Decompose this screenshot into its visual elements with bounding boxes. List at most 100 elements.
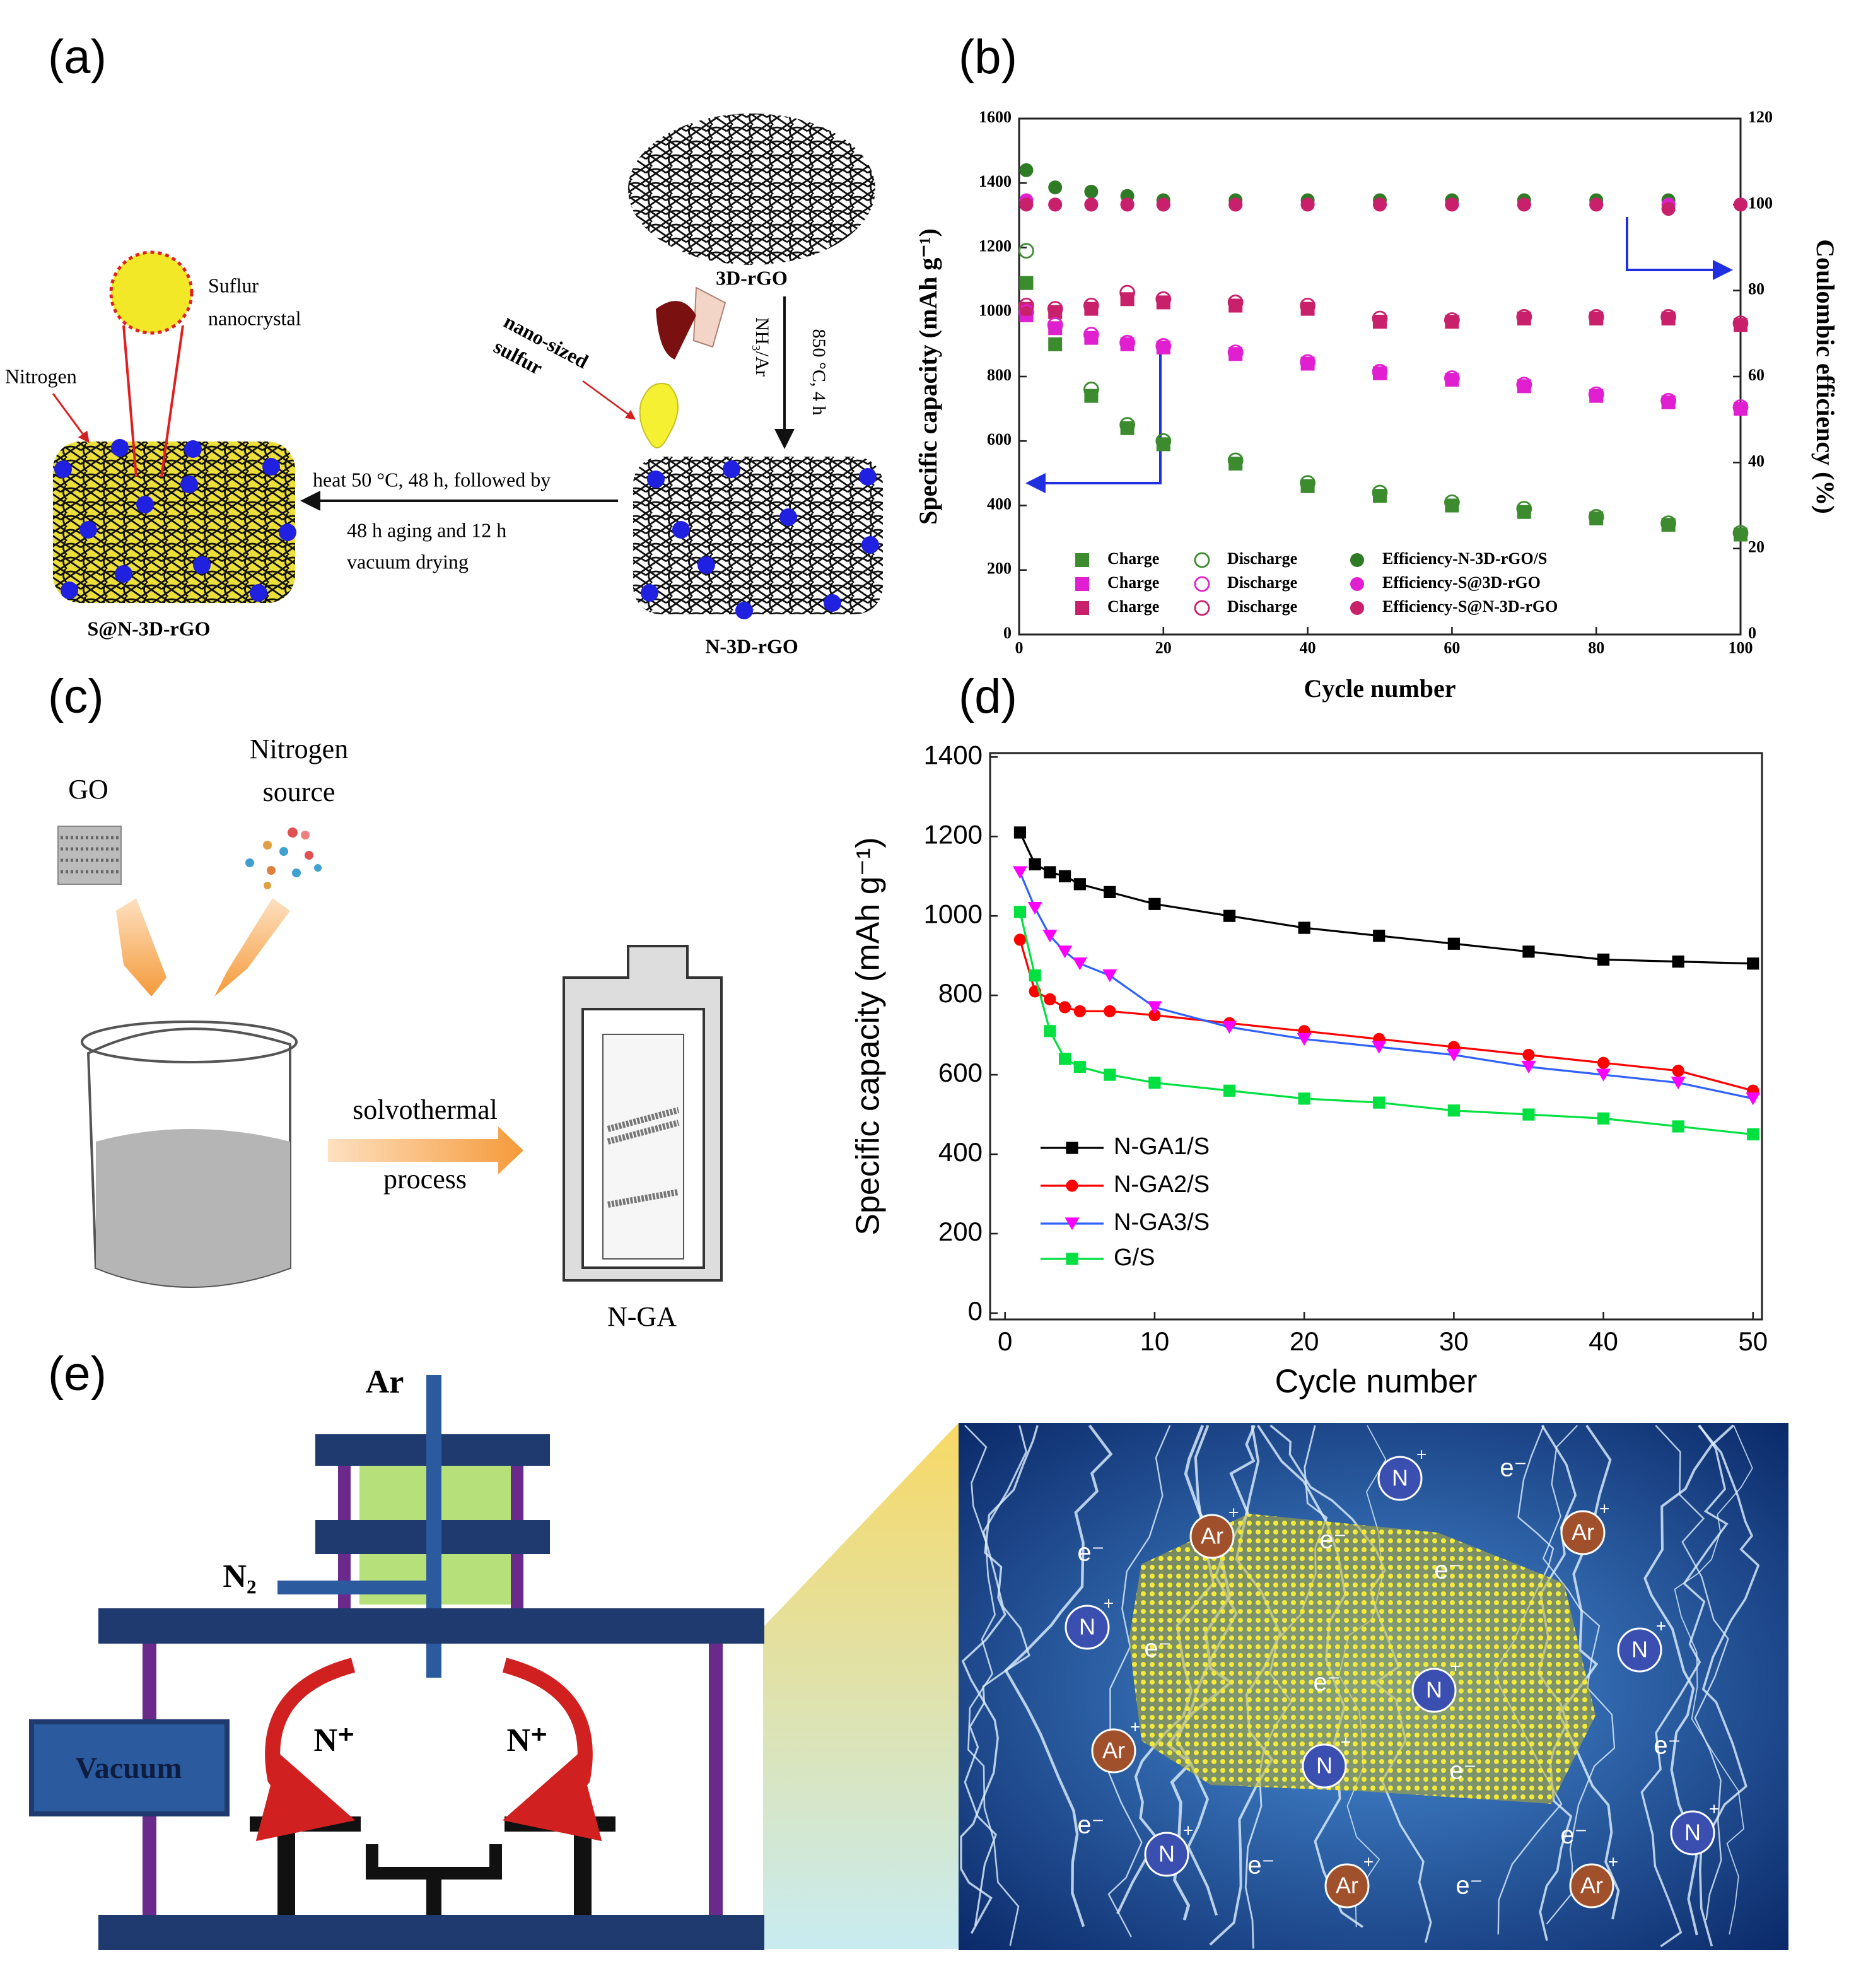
nitrogen-dot (79, 521, 97, 539)
flow-arrow (214, 898, 290, 997)
y-tick-label: 800 (938, 978, 983, 1008)
x-tick-label: 60 (1444, 638, 1460, 657)
legend-label: Charge (1107, 573, 1159, 592)
legend-label: G/S (1114, 1244, 1155, 1271)
data-point (1596, 1068, 1611, 1082)
y-axis-title: Specific capacity (mAh g⁻¹) (914, 228, 942, 525)
condition-label: NH₃/Ar (752, 317, 773, 377)
legend-label: Efficiency-N-3D-rGO/S (1382, 549, 1547, 568)
legend-label: Efficiency-S@N-3D-rGO (1382, 597, 1558, 616)
data-point (1373, 930, 1386, 942)
data-point (1072, 957, 1087, 971)
data-point (1372, 1041, 1387, 1054)
data-point (1597, 1112, 1610, 1125)
electron-label: e⁻ (1313, 1669, 1340, 1697)
y2-tick-label: 20 (1748, 538, 1765, 556)
ion-label: N (1079, 1614, 1095, 1640)
data-point (1516, 501, 1532, 517)
nitrogen-dot (672, 521, 690, 539)
y2-axis-title: Coulombic efficiency (%) (1811, 239, 1840, 513)
y-tick-label: 0 (968, 1296, 983, 1326)
legend-label: Discharge (1227, 597, 1297, 616)
nitrogen-dot (184, 440, 202, 458)
data-point (1447, 937, 1460, 950)
x-tick-label: 10 (1140, 1326, 1170, 1356)
data-point (1597, 1056, 1610, 1069)
data-point (1029, 858, 1041, 870)
ion-label: Ar (1102, 1738, 1125, 1763)
y-tick-label: 1200 (979, 237, 1012, 255)
data-point (1444, 370, 1460, 386)
data-point (1148, 1009, 1161, 1022)
data-point (1044, 993, 1056, 1006)
data-point (1372, 363, 1388, 380)
nanocrystal-label: nanocrystal (208, 307, 301, 329)
data-point (1084, 197, 1099, 212)
electron-label: e⁻ (1144, 1635, 1171, 1663)
legend-label: Efficiency-S@3D-rGO (1382, 573, 1541, 592)
data-point (1102, 969, 1117, 983)
x-tick-label: 40 (1300, 638, 1316, 657)
data-point (1298, 921, 1310, 934)
y-tick-label: 600 (938, 1058, 983, 1087)
panel-e: Ar N₂ Vacuum N⁺ N⁺ N+N+N+N+N+N+ N+Ar+Ar+A… (29, 1364, 1788, 1950)
y-tick-label: 400 (938, 1137, 983, 1167)
nitrogen-source (279, 847, 288, 856)
data-point (1156, 197, 1170, 212)
panel-label: (b) (959, 30, 1017, 84)
ion-charge: + (1416, 1444, 1426, 1464)
data-point (1223, 1084, 1236, 1097)
flow-arrow (116, 898, 166, 997)
holder (250, 1816, 361, 1832)
data-point (1298, 1092, 1310, 1105)
y2-tick-label: 60 (1748, 366, 1765, 384)
nitrogen-dot (193, 556, 211, 574)
data-point (1047, 301, 1063, 317)
data-point (1104, 1005, 1116, 1017)
electron-label: e⁻ (1560, 1821, 1587, 1849)
legend-marker (1075, 601, 1089, 615)
data-point (1588, 309, 1604, 325)
data-point (1222, 1020, 1237, 1034)
x-axis-title: Cycle number (1304, 674, 1456, 703)
data-point (1516, 377, 1532, 393)
process-label: process (383, 1164, 467, 1195)
data-point (1660, 515, 1677, 532)
data-point (1734, 197, 1747, 212)
gas-pipe (277, 1581, 435, 1594)
data-point (1027, 901, 1042, 915)
legend-label: Discharge (1227, 573, 1297, 592)
lightning-bolt (1004, 1424, 1113, 1927)
legend-marker (1066, 1142, 1078, 1154)
data-point (1029, 969, 1041, 982)
ion (1324, 1863, 1370, 1909)
data-point (1104, 886, 1116, 899)
lightning-bolt (964, 1425, 1030, 1926)
data-point (1516, 309, 1532, 325)
ion-charge: + (1363, 1852, 1374, 1871)
legend-marker (1066, 1253, 1078, 1265)
ion (1065, 1605, 1110, 1650)
data-point (1083, 327, 1099, 342)
electron-label: e⁻ (1319, 1526, 1346, 1554)
nitrogen-dot (250, 584, 267, 602)
sample-dish (366, 1844, 502, 1880)
nitrogen-source (288, 827, 298, 838)
data-point (1300, 354, 1316, 370)
data-point (1104, 1068, 1116, 1081)
nitrogen-dot (824, 594, 841, 612)
data-point (1019, 197, 1034, 212)
ion-charge: + (1656, 1616, 1666, 1635)
liner-inner (602, 1034, 684, 1260)
vacuum-pump (29, 1719, 230, 1816)
x-tick-label: 20 (1155, 638, 1172, 657)
data-point (1013, 906, 1027, 918)
data-point (1042, 930, 1058, 943)
ion-label: Ar (1572, 1519, 1594, 1545)
process-label: solvothermal (353, 1094, 498, 1125)
legend-label: Discharge (1227, 549, 1297, 568)
lightning-bolt (1640, 1425, 1729, 1948)
nitrogen-dot (647, 471, 665, 488)
data-point (1227, 452, 1244, 469)
data-point (1661, 202, 1676, 216)
